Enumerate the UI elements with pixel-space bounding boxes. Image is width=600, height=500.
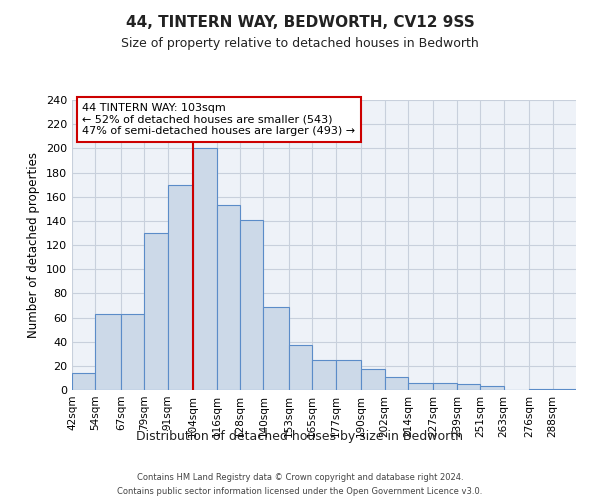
- Bar: [457, 384, 480, 390]
- Text: Size of property relative to detached houses in Bedworth: Size of property relative to detached ho…: [121, 38, 479, 51]
- Bar: [408, 383, 433, 390]
- Bar: [385, 376, 408, 390]
- Text: Distribution of detached houses by size in Bedworth: Distribution of detached houses by size …: [137, 430, 464, 443]
- Text: Contains HM Land Registry data © Crown copyright and database right 2024.: Contains HM Land Registry data © Crown c…: [137, 472, 463, 482]
- Bar: [240, 220, 263, 390]
- Bar: [121, 314, 144, 390]
- Bar: [480, 386, 504, 390]
- Bar: [529, 389, 553, 390]
- Bar: [144, 233, 168, 390]
- Bar: [95, 314, 121, 390]
- Text: 44, TINTERN WAY, BEDWORTH, CV12 9SS: 44, TINTERN WAY, BEDWORTH, CV12 9SS: [125, 15, 475, 30]
- Bar: [193, 148, 217, 390]
- Bar: [289, 346, 312, 390]
- Bar: [336, 360, 361, 390]
- Bar: [263, 306, 289, 390]
- Y-axis label: Number of detached properties: Number of detached properties: [28, 152, 40, 338]
- Bar: [168, 184, 193, 390]
- Bar: [72, 373, 95, 390]
- Text: Contains public sector information licensed under the Open Government Licence v3: Contains public sector information licen…: [118, 486, 482, 496]
- Bar: [312, 360, 336, 390]
- Bar: [361, 370, 385, 390]
- Bar: [217, 205, 240, 390]
- Text: 44 TINTERN WAY: 103sqm
← 52% of detached houses are smaller (543)
47% of semi-de: 44 TINTERN WAY: 103sqm ← 52% of detached…: [82, 103, 355, 136]
- Bar: [433, 383, 457, 390]
- Bar: [553, 389, 576, 390]
